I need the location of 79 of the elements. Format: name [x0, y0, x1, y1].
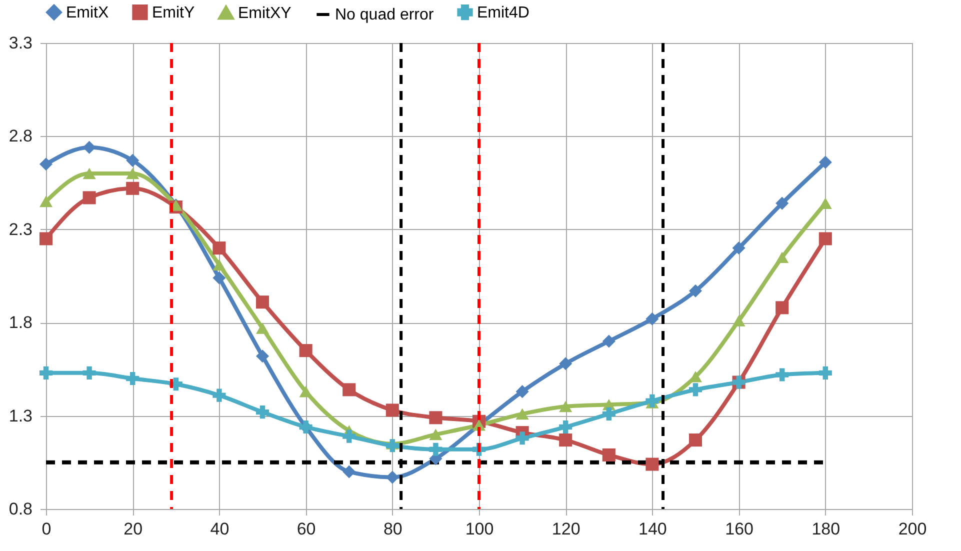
point — [82, 366, 96, 380]
y-tick-label: 1.3 — [8, 406, 32, 426]
legend-label: Emit4D — [477, 4, 530, 22]
point — [386, 439, 399, 452]
point — [732, 242, 746, 255]
point — [646, 394, 659, 408]
point — [602, 334, 616, 348]
point — [646, 312, 659, 326]
point — [126, 182, 140, 195]
point — [602, 448, 616, 462]
point — [688, 383, 702, 396]
point — [516, 385, 529, 398]
point — [256, 350, 270, 363]
point — [776, 252, 789, 264]
point — [429, 411, 442, 424]
point — [39, 196, 53, 208]
point — [776, 196, 789, 210]
point — [646, 458, 659, 471]
x-tick-label: 180 — [812, 520, 840, 538]
point — [39, 158, 53, 171]
point — [256, 322, 270, 334]
point — [559, 357, 572, 370]
x-tick-label: 80 — [383, 520, 402, 538]
point — [429, 428, 442, 440]
x-tick-label: 140 — [638, 520, 667, 538]
point — [212, 388, 226, 402]
x-tick-label: 40 — [210, 520, 230, 538]
point — [818, 366, 832, 380]
point — [429, 442, 442, 456]
point — [256, 296, 270, 309]
point — [212, 242, 226, 255]
point — [559, 400, 572, 412]
point — [559, 434, 572, 447]
point — [559, 420, 572, 434]
point — [39, 366, 53, 380]
point — [212, 259, 226, 270]
point — [126, 372, 140, 386]
point — [299, 344, 312, 358]
x-tick-label: 160 — [725, 520, 754, 538]
x-tick-label: 100 — [465, 520, 494, 538]
point — [39, 232, 53, 246]
point — [818, 156, 832, 169]
point — [212, 271, 226, 284]
point — [516, 408, 529, 420]
x-tick-label: 60 — [296, 520, 316, 538]
point — [776, 301, 789, 314]
point — [126, 154, 140, 167]
x-tick-label: 120 — [552, 520, 580, 538]
point — [732, 315, 746, 326]
point — [342, 430, 356, 443]
point — [299, 386, 312, 398]
point — [342, 465, 356, 478]
point — [82, 191, 96, 204]
x-tick-label: 0 — [42, 520, 52, 538]
point — [82, 140, 96, 154]
point — [688, 284, 702, 298]
point — [342, 383, 356, 396]
y-tick-label: 1.8 — [8, 313, 32, 332]
x-tick-label: 20 — [124, 520, 143, 538]
y-tick-label: 0.8 — [8, 500, 32, 518]
x-tick-label: 200 — [898, 520, 927, 538]
point — [126, 168, 140, 180]
y-tick-label: 2.8 — [8, 126, 32, 146]
point — [776, 368, 789, 382]
legend-label: EmitXY — [238, 4, 292, 22]
legend-label: EmitY — [152, 4, 195, 22]
point — [688, 434, 702, 447]
y-tick-label: 2.3 — [8, 220, 32, 239]
point — [386, 470, 399, 484]
point — [386, 404, 399, 417]
point — [256, 406, 270, 419]
point — [602, 407, 616, 420]
y-tick-label: 3.3 — [8, 34, 32, 52]
legend-label: No quad error — [335, 6, 434, 24]
point — [82, 168, 96, 180]
point — [516, 432, 529, 445]
point — [818, 232, 832, 246]
legend-label: EmitX — [66, 4, 109, 22]
point — [818, 198, 832, 209]
